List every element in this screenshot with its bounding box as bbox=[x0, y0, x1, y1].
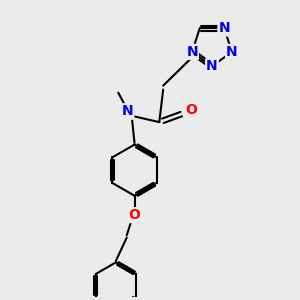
Text: N: N bbox=[206, 59, 218, 73]
Text: N: N bbox=[186, 45, 198, 59]
Text: N: N bbox=[122, 104, 133, 118]
Text: O: O bbox=[129, 208, 140, 222]
Text: N: N bbox=[226, 45, 238, 59]
Text: N: N bbox=[218, 22, 230, 35]
Text: O: O bbox=[185, 103, 197, 117]
